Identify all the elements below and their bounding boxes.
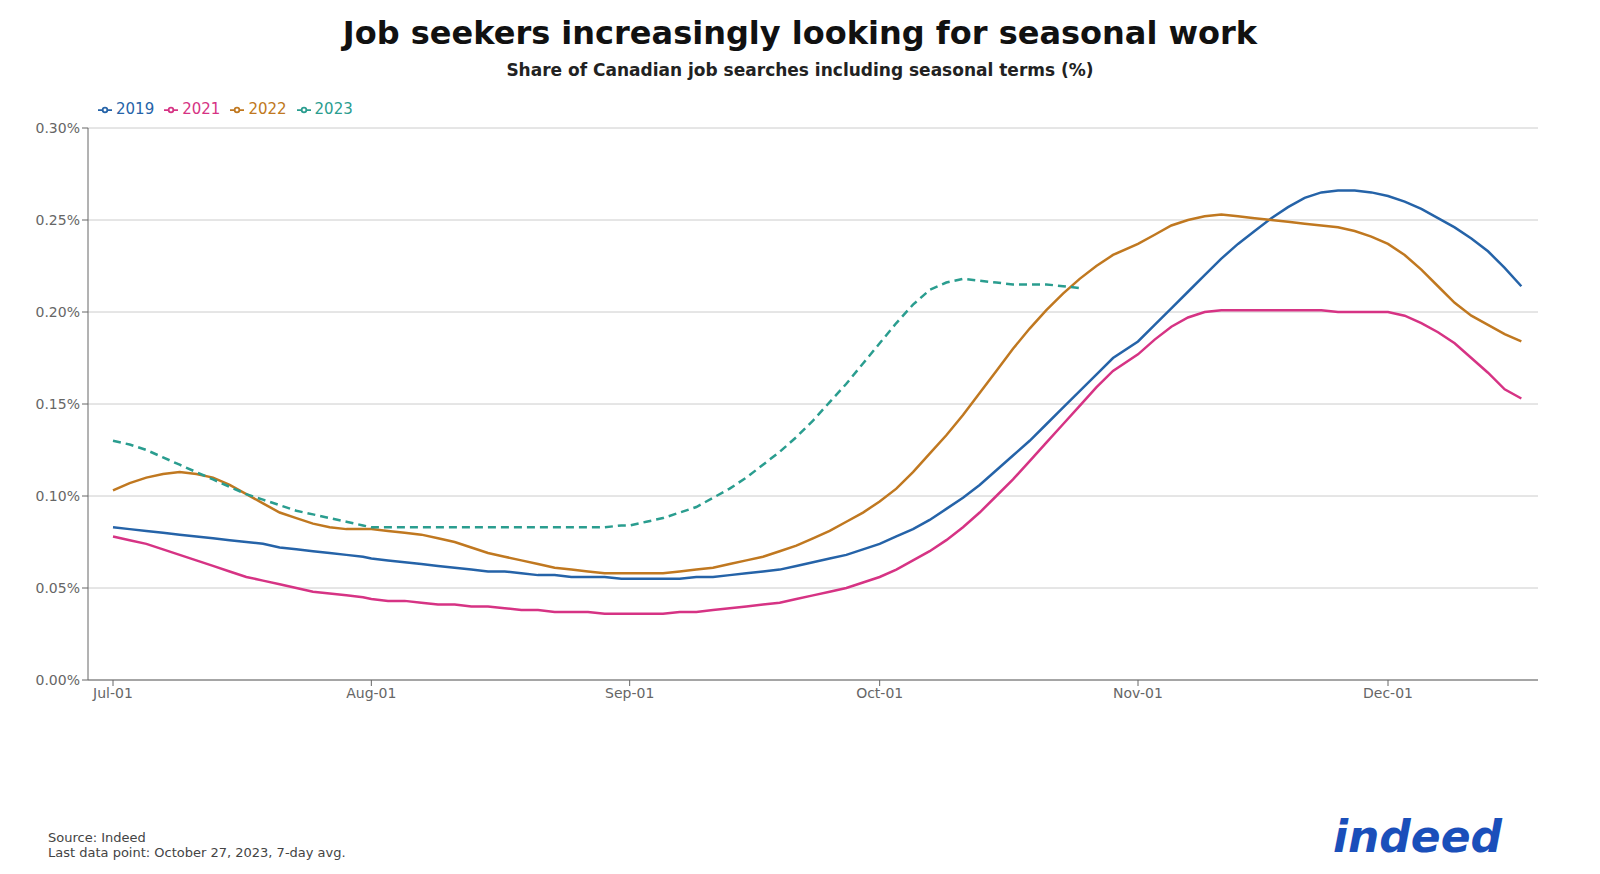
html-text:Share of Canadian job searches: Share of Canadian job searches including…	[506, 60, 1094, 80]
svg-text:0.30%: 0.30%	[36, 120, 80, 136]
svg-text:Dec-01: Dec-01	[1363, 685, 1413, 701]
svg-text:Aug-01: Aug-01	[346, 685, 396, 701]
svg-text:0.10%: 0.10%	[36, 488, 80, 504]
svg-text:0.05%: 0.05%	[36, 580, 80, 596]
svg-text:Nov-01: Nov-01	[1113, 685, 1163, 701]
svg-text:0.25%: 0.25%	[36, 212, 80, 228]
html-text:2023: 2023	[314, 100, 353, 118]
html-text:Job seekers increasingly looki: Job seekers increasingly looking for sea…	[342, 14, 1258, 52]
html-text:2019: 2019	[116, 100, 155, 118]
svg-text:Oct-01: Oct-01	[856, 685, 903, 701]
html-text:2021: 2021	[182, 100, 221, 118]
svg-text:Jul-01: Jul-01	[92, 685, 133, 701]
html-text:Source: Indeed: Source: Indeed	[48, 830, 146, 845]
html-text:2022: 2022	[248, 100, 287, 118]
html-text:Last data point: October 27, 2: Last data point: October 27, 2023, 7-day…	[48, 845, 346, 860]
svg-text:Sep-01: Sep-01	[605, 685, 654, 701]
svg-text:0.00%: 0.00%	[36, 672, 80, 688]
svg-text:0.20%: 0.20%	[36, 304, 80, 320]
svg-text:0.15%: 0.15%	[36, 396, 80, 412]
html-text:indeed: indeed	[1332, 811, 1502, 862]
